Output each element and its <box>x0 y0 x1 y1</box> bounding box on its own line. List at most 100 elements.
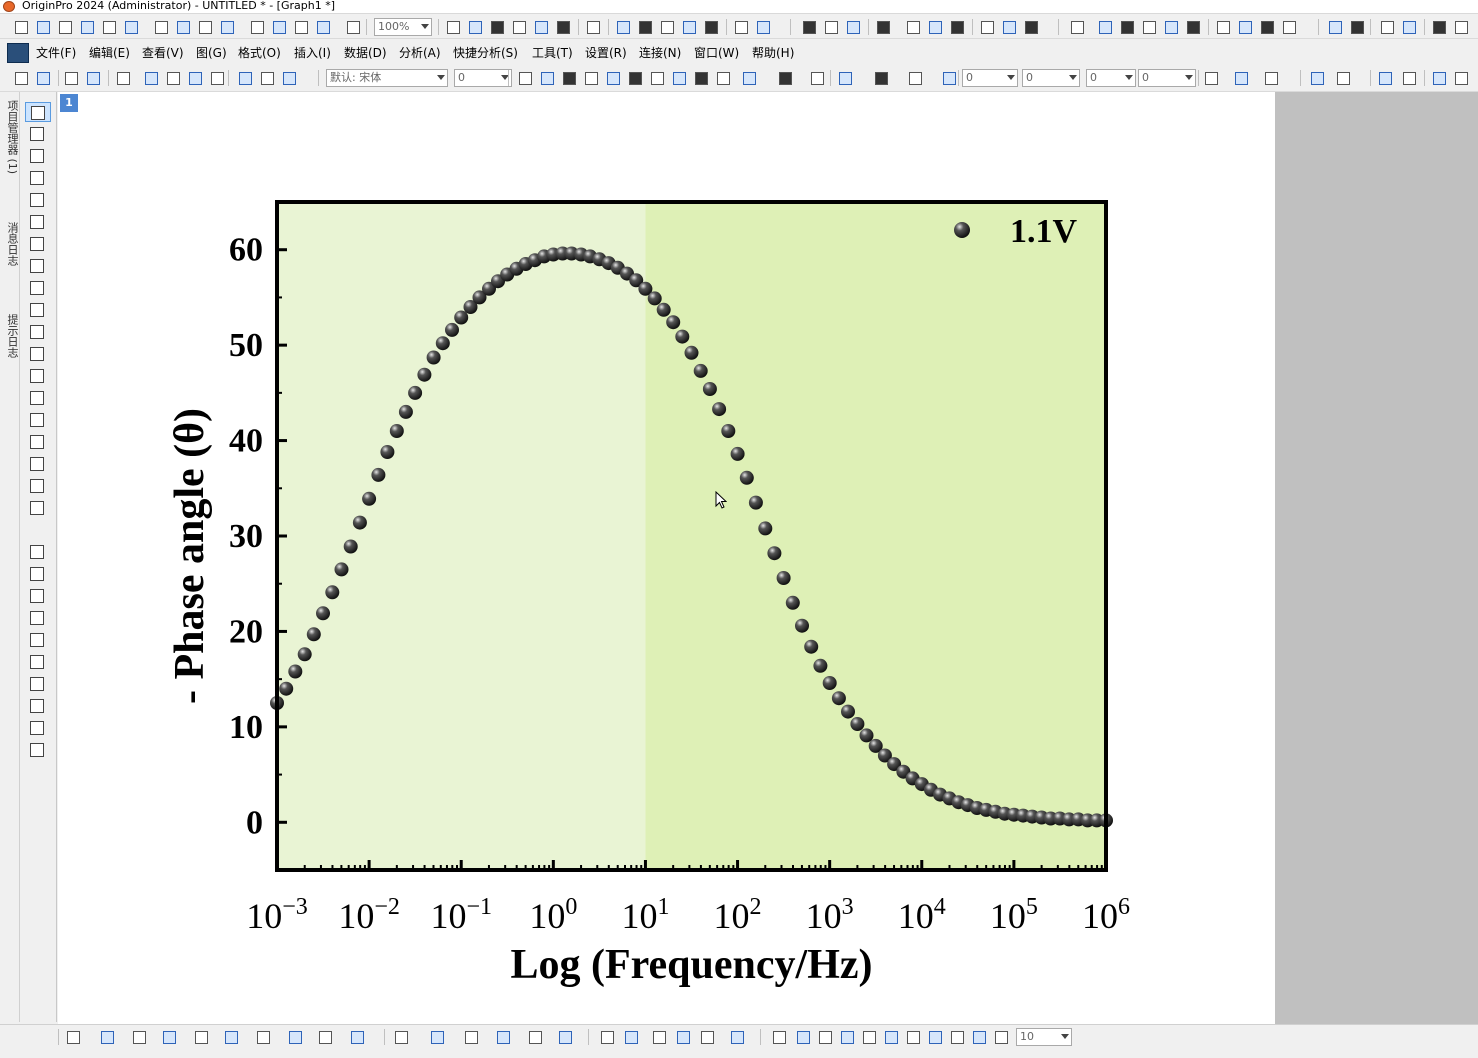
bottom-button-8-icon[interactable] <box>316 1028 334 1046</box>
data-point[interactable] <box>647 291 662 306</box>
std2-button-13-icon[interactable] <box>754 18 772 36</box>
data-point[interactable] <box>629 273 644 288</box>
std-button-0-icon[interactable] <box>12 18 30 36</box>
data-point[interactable] <box>712 402 727 417</box>
fmt2-button-11-icon[interactable] <box>776 69 794 87</box>
tool-3-icon[interactable] <box>25 168 51 188</box>
fmt3-button-4-icon[interactable] <box>1334 69 1352 87</box>
std2-button-4-icon[interactable] <box>532 18 550 36</box>
font-name-combo[interactable]: 默认: 宋体 <box>326 69 448 87</box>
data-point[interactable] <box>675 329 690 344</box>
fmt-button-4-icon[interactable] <box>114 69 132 87</box>
std-button-7-icon[interactable] <box>174 18 192 36</box>
std2-button-18-icon[interactable] <box>904 18 922 36</box>
bottom-button-20-icon[interactable] <box>698 1028 716 1046</box>
data-point[interactable] <box>445 322 459 337</box>
fmt3-button-8-icon[interactable] <box>1452 69 1470 87</box>
bottom-button-32-icon[interactable] <box>992 1028 1010 1046</box>
data-point[interactable] <box>417 367 432 382</box>
data-point[interactable] <box>426 350 441 365</box>
menu-item-8[interactable]: 快捷分析(S) <box>453 46 518 60</box>
bottom-button-3-icon[interactable] <box>160 1028 178 1046</box>
tool-28-icon[interactable] <box>25 740 51 760</box>
data-point[interactable] <box>325 585 340 600</box>
data-point[interactable] <box>758 521 773 536</box>
fmt2-button-13-icon[interactable] <box>836 69 854 87</box>
fmt3-button-1-icon[interactable] <box>1232 69 1250 87</box>
pattern-combo[interactable]: 0 <box>1086 69 1136 87</box>
data-point[interactable] <box>288 664 303 679</box>
menu-item-6[interactable]: 数据(D) <box>344 46 387 60</box>
std2-button-33-icon[interactable] <box>1280 18 1298 36</box>
std2-button-34-icon[interactable] <box>1326 18 1344 36</box>
std-button-3-icon[interactable] <box>78 18 96 36</box>
data-point[interactable] <box>804 639 819 654</box>
bottom-button-1-icon[interactable] <box>98 1028 116 1046</box>
std2-button-31-icon[interactable] <box>1236 18 1254 36</box>
std-button-4-icon[interactable] <box>100 18 118 36</box>
data-point[interactable] <box>463 300 478 314</box>
tool-26-icon[interactable] <box>25 696 51 716</box>
bottom-button-26-icon[interactable] <box>860 1028 878 1046</box>
line-width-combo[interactable]: 0 <box>1022 69 1080 87</box>
data-point[interactable] <box>666 315 681 330</box>
std2-button-28-icon[interactable] <box>1162 18 1180 36</box>
bottom-button-15-icon[interactable] <box>556 1028 574 1046</box>
std2-button-22-icon[interactable] <box>1000 18 1018 36</box>
fmt2-button-10-icon[interactable] <box>740 69 758 87</box>
std2-button-25-icon[interactable] <box>1096 18 1114 36</box>
tool-4-icon[interactable] <box>25 190 51 210</box>
tool-19-icon[interactable] <box>25 542 51 562</box>
data-point[interactable] <box>371 467 386 482</box>
fmt3-button-7-icon[interactable] <box>1430 69 1448 87</box>
std-button-8-icon[interactable] <box>196 18 214 36</box>
std2-button-8-icon[interactable] <box>636 18 654 36</box>
fmt2-button-16-icon[interactable] <box>940 69 958 87</box>
bottom-button-11-icon[interactable] <box>428 1028 446 1046</box>
data-point[interactable] <box>721 424 736 438</box>
std2-button-1-icon[interactable] <box>466 18 484 36</box>
std2-button-0-icon[interactable] <box>444 18 462 36</box>
bottom-button-9-icon[interactable] <box>348 1028 366 1046</box>
fmt-button-10-icon[interactable] <box>258 69 276 87</box>
fmt-button-3-icon[interactable] <box>84 69 102 87</box>
bottom-button-6-icon[interactable] <box>254 1028 272 1046</box>
std2-button-23-icon[interactable] <box>1022 18 1040 36</box>
tool-20-icon[interactable] <box>25 564 51 584</box>
menu-item-1[interactable]: 编辑(E) <box>89 46 130 60</box>
data-point[interactable] <box>454 310 469 325</box>
tool-2-icon[interactable] <box>25 146 51 166</box>
tool-1-icon[interactable] <box>25 124 51 144</box>
tool-22-icon[interactable] <box>25 608 51 628</box>
zoom-combo[interactable]: 100% <box>374 18 432 36</box>
tool-23-icon[interactable] <box>25 630 51 650</box>
std2-button-12-icon[interactable] <box>732 18 750 36</box>
data-point[interactable] <box>279 681 294 696</box>
data-point[interactable] <box>343 539 358 554</box>
data-point[interactable] <box>887 757 902 772</box>
fmt3-button-2-icon[interactable] <box>1262 69 1280 87</box>
bottom-button-14-icon[interactable] <box>526 1028 544 1046</box>
data-point[interactable] <box>795 618 809 633</box>
dock-tab-hint-log[interactable]: 提示日志 <box>6 314 19 358</box>
std2-button-15-icon[interactable] <box>822 18 840 36</box>
fmt-button-8-icon[interactable] <box>208 69 226 87</box>
fmt-button-0-icon[interactable] <box>12 69 30 87</box>
fmt2-button-2-icon[interactable] <box>560 69 578 87</box>
fmt3-button-5-icon[interactable] <box>1376 69 1394 87</box>
tool-27-icon[interactable] <box>25 718 51 738</box>
std-button-1-icon[interactable] <box>34 18 52 36</box>
fmt-button-6-icon[interactable] <box>164 69 182 87</box>
pattern-size-combo[interactable]: 0 <box>1138 69 1196 87</box>
fmt-button-5-icon[interactable] <box>142 69 160 87</box>
data-point[interactable] <box>435 336 450 351</box>
fmt-button-11-icon[interactable] <box>280 69 298 87</box>
data-point[interactable] <box>472 290 487 305</box>
data-point[interactable] <box>638 281 653 296</box>
std2-button-14-icon[interactable] <box>800 18 818 36</box>
std-button-9-icon[interactable] <box>218 18 236 36</box>
std2-button-9-icon[interactable] <box>658 18 676 36</box>
fmt-button-7-icon[interactable] <box>186 69 204 87</box>
menu-item-0[interactable]: 文件(F) <box>36 46 77 60</box>
data-point[interactable] <box>785 595 800 610</box>
